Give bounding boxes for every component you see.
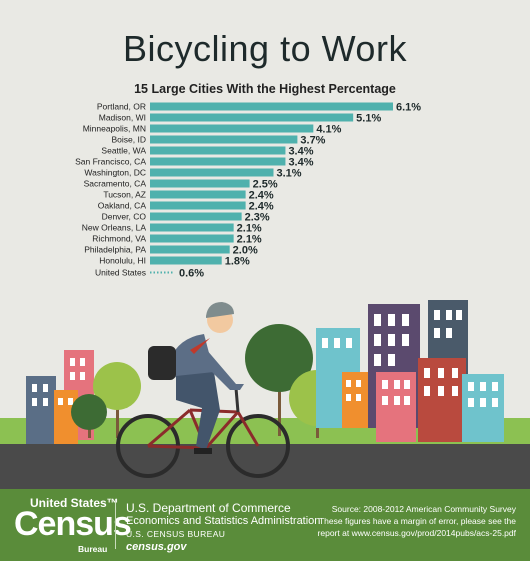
bar (150, 168, 274, 177)
source-line-1: Source: 2008-2012 American Community Sur… (331, 504, 516, 514)
bar (150, 234, 234, 243)
footer: United States™ Census Bureau U.S. Depart… (0, 489, 530, 561)
reference-label: United States (95, 268, 146, 278)
reference-value-label: 0.6% (179, 268, 204, 280)
value-label: 2.1% (237, 234, 262, 246)
source-line-3: report at www.census.gov/prod/2014pubs/a… (317, 528, 516, 538)
bar (150, 212, 242, 221)
value-label: 3.4% (288, 157, 313, 169)
bar (150, 223, 234, 232)
census-logo-sub: Bureau (78, 544, 108, 554)
value-label: 5.1% (356, 113, 381, 125)
category-label: Boise, ID (112, 135, 147, 145)
category-label: Tucson, AZ (103, 190, 146, 200)
category-label: Seattle, WA (101, 146, 146, 156)
value-label: 3.4% (288, 146, 313, 158)
value-label: 2.5% (253, 179, 278, 191)
value-label: 1.8% (225, 256, 250, 268)
value-label: 2.4% (249, 190, 274, 202)
category-label: Minneapolis, MN (83, 124, 146, 134)
department-info: U.S. Department of Commerce Economics an… (126, 502, 320, 554)
bar (150, 113, 354, 122)
value-label: 3.1% (276, 168, 301, 180)
category-label: Madison, WI (99, 113, 146, 123)
category-label: Oakland, CA (98, 201, 147, 211)
census-logo-top: United States™ (30, 496, 119, 510)
bar (150, 245, 230, 254)
category-label: San Francisco, CA (75, 157, 146, 167)
left-trees (71, 362, 141, 438)
bar (150, 201, 246, 210)
bar (150, 179, 250, 188)
source-line-2: These figures have a margin of error, pl… (318, 516, 516, 526)
value-label: 6.1% (396, 102, 421, 114)
value-label: 2.4% (249, 201, 274, 213)
value-label: 3.7% (300, 135, 325, 147)
bar (150, 190, 246, 199)
category-label: Washington, DC (84, 168, 146, 178)
category-label: Honolulu, HI (99, 256, 146, 266)
bar (150, 124, 314, 133)
bar (150, 256, 222, 265)
cyclist (148, 302, 244, 454)
category-label: Sacramento, CA (84, 179, 147, 189)
census-gov-link[interactable]: census.gov (126, 541, 187, 553)
cyclist-illustration (0, 300, 530, 489)
category-label: Portland, OR (97, 102, 146, 112)
value-label: 2.1% (237, 223, 262, 235)
right-buildings (316, 300, 504, 442)
category-label: Richmond, VA (92, 234, 146, 244)
category-label: Denver, CO (102, 212, 147, 222)
bar (150, 157, 286, 166)
value-label: 2.3% (245, 212, 270, 224)
bar (150, 146, 286, 155)
census-logo: Census (14, 505, 132, 543)
value-label: 2.0% (233, 245, 258, 257)
bicycle (116, 387, 290, 478)
chart-title: 15 Large Cities With the Highest Percent… (134, 82, 396, 96)
category-label: Philadelphia, PA (84, 245, 146, 255)
category-label: New Orleans, LA (82, 223, 147, 233)
bar (150, 135, 298, 144)
dept-line-1: U.S. Department of Commerce (126, 501, 291, 515)
road (0, 444, 530, 489)
bar-chart: Portland, OR 6.1% Madison, WI 5.1% Minneapol… (75, 102, 421, 280)
page-title: Bicycling to Work (123, 28, 407, 69)
dept-line-3: U.S. CENSUS BUREAU (126, 529, 226, 539)
dept-line-2: Economics and Statistics Administration (126, 515, 321, 527)
footer-divider (115, 501, 116, 549)
source-note: Source: 2008-2012 American Community Sur… (318, 503, 516, 539)
bar (150, 102, 393, 111)
value-label: 4.1% (316, 124, 341, 136)
